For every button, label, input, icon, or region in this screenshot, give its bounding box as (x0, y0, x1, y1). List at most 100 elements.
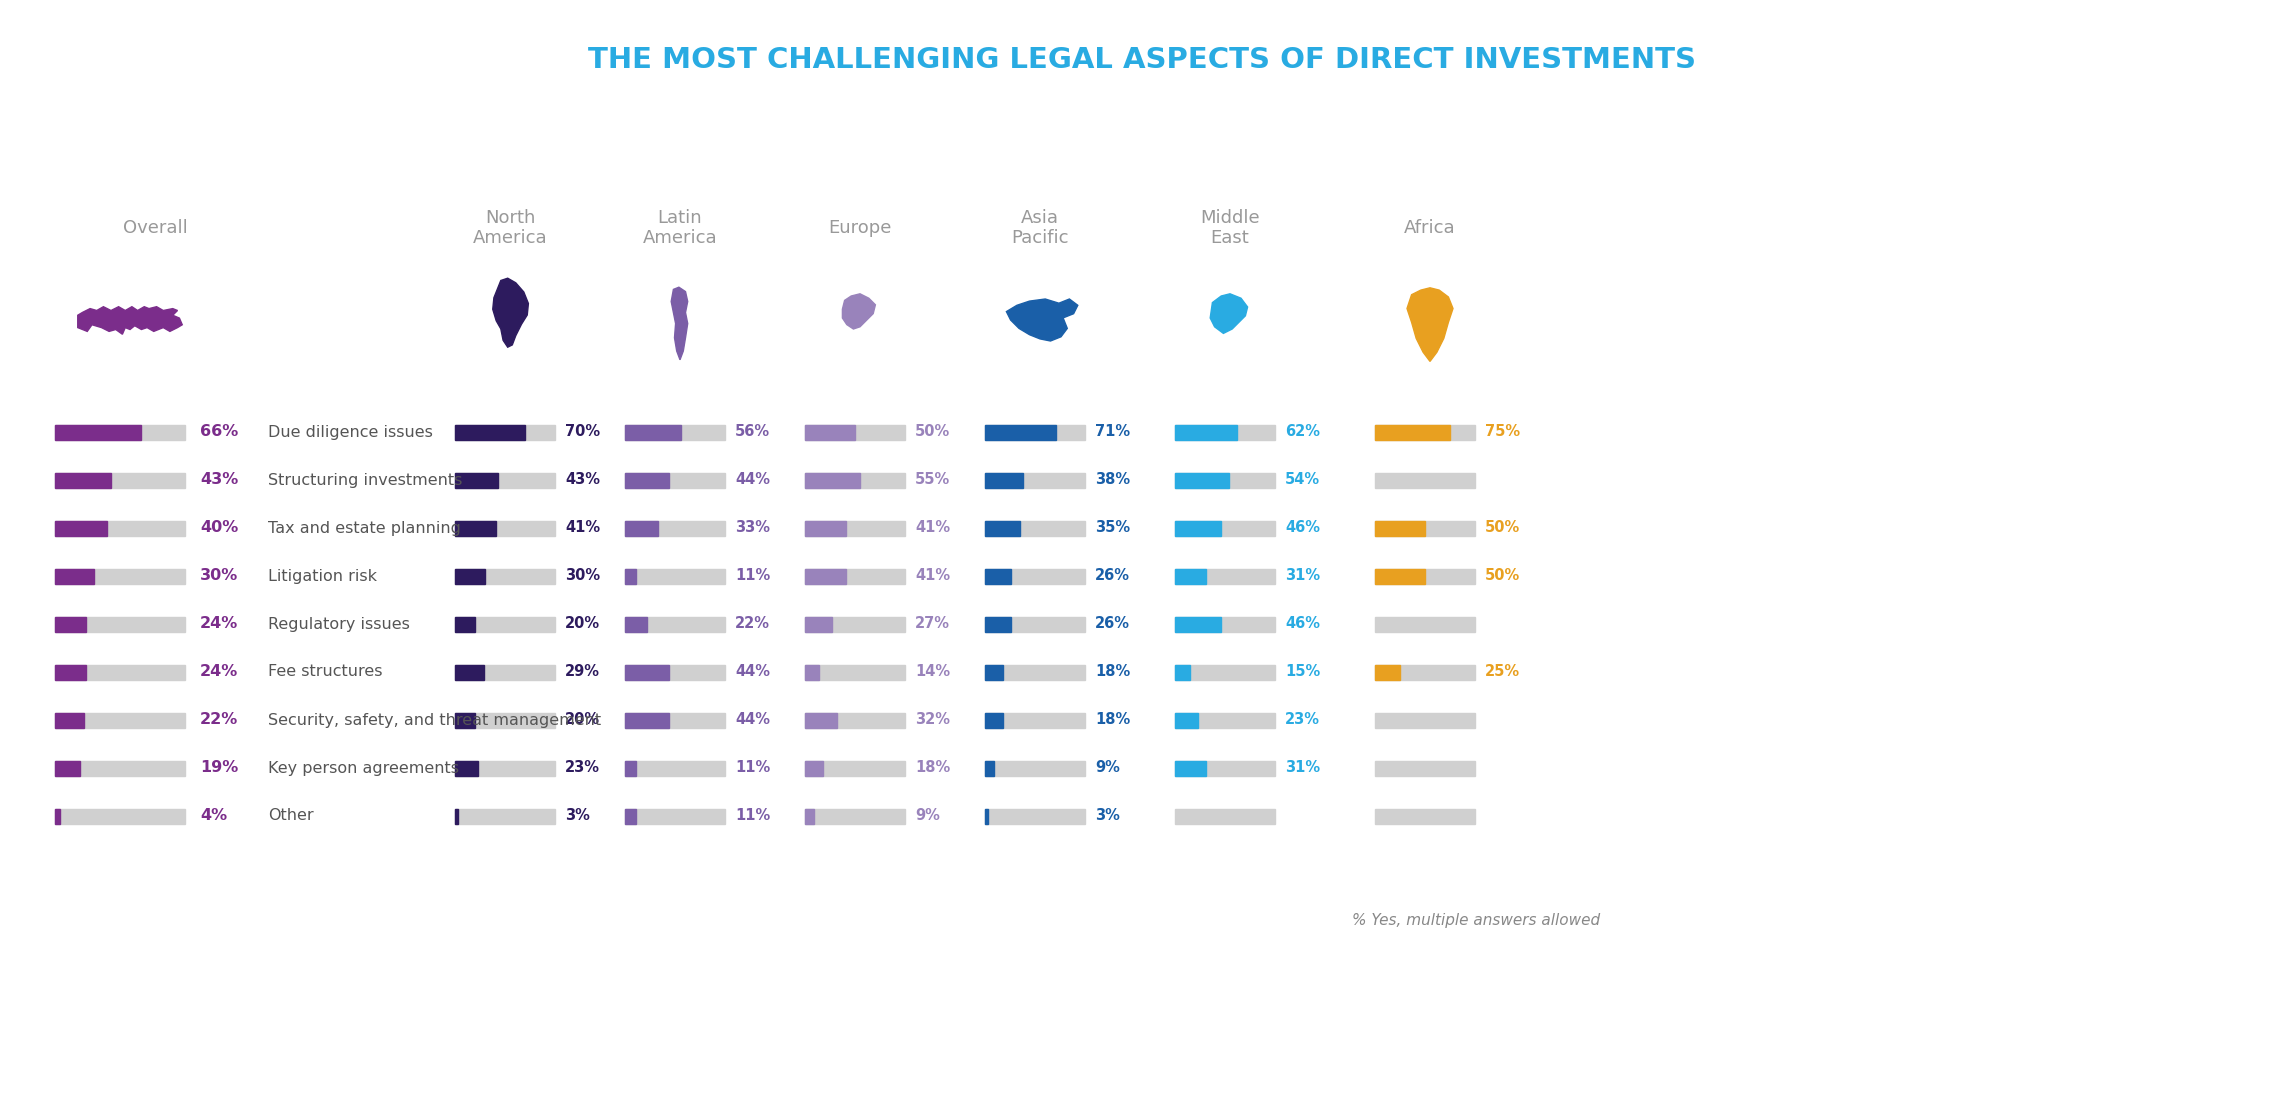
Polygon shape (493, 278, 528, 347)
Polygon shape (843, 294, 875, 329)
Bar (626, 425, 724, 439)
Text: 44%: 44% (735, 663, 770, 679)
Text: 18%: 18% (1094, 663, 1131, 679)
Bar (804, 617, 904, 631)
Text: 66%: 66% (201, 425, 238, 439)
Bar (55, 712, 85, 728)
Text: 62%: 62% (1286, 424, 1320, 438)
Text: Structuring investments: Structuring investments (267, 472, 461, 488)
Text: Other: Other (267, 808, 313, 824)
Text: 23%: 23% (1286, 712, 1320, 726)
Bar (55, 808, 59, 824)
Bar (1375, 761, 1475, 775)
Polygon shape (1007, 299, 1078, 340)
Text: Litigation risk: Litigation risk (267, 569, 377, 583)
Text: Fee structures: Fee structures (267, 664, 381, 680)
Text: 41%: 41% (564, 519, 601, 535)
Bar (984, 569, 1085, 583)
Bar (984, 808, 989, 824)
Text: Security, safety, and threat management: Security, safety, and threat management (267, 712, 601, 728)
Bar (984, 472, 1085, 488)
Bar (626, 569, 635, 583)
Bar (984, 712, 1003, 728)
Text: Tax and estate planning: Tax and estate planning (267, 520, 461, 536)
Bar (804, 569, 845, 583)
Text: 54%: 54% (1286, 471, 1320, 487)
Bar (455, 712, 475, 728)
Bar (804, 472, 861, 488)
Bar (1174, 425, 1238, 439)
Bar (804, 520, 845, 536)
Text: 50%: 50% (1485, 519, 1521, 535)
Bar (626, 664, 669, 680)
Bar (804, 472, 904, 488)
Bar (984, 425, 1055, 439)
Text: 50%: 50% (1485, 568, 1521, 582)
Text: 30%: 30% (564, 568, 601, 582)
Text: 30%: 30% (201, 569, 238, 583)
Bar (455, 808, 459, 824)
Bar (1174, 520, 1222, 536)
Text: 41%: 41% (916, 519, 950, 535)
Polygon shape (671, 287, 687, 359)
Bar (455, 617, 475, 631)
Bar (55, 569, 94, 583)
Bar (1174, 761, 1274, 775)
Text: 15%: 15% (1286, 663, 1320, 679)
Text: 55%: 55% (916, 471, 950, 487)
Text: 26%: 26% (1094, 615, 1131, 631)
Text: 32%: 32% (916, 712, 950, 726)
Text: 70%: 70% (564, 424, 601, 438)
Text: Africa: Africa (1405, 218, 1455, 237)
Text: 31%: 31% (1286, 568, 1320, 582)
Bar (55, 520, 185, 536)
Bar (984, 617, 1012, 631)
Text: 43%: 43% (564, 471, 601, 487)
Bar (626, 472, 724, 488)
Bar (626, 712, 669, 728)
Text: 11%: 11% (735, 760, 770, 774)
Bar (984, 472, 1023, 488)
Bar (1375, 712, 1475, 728)
Bar (55, 712, 185, 728)
Bar (626, 712, 724, 728)
Bar (626, 761, 635, 775)
Text: 40%: 40% (201, 520, 238, 536)
Bar (55, 808, 185, 824)
Bar (55, 425, 185, 439)
Bar (1375, 569, 1425, 583)
Bar (55, 425, 142, 439)
Bar (1174, 712, 1274, 728)
Text: Latin
America: Latin America (642, 208, 717, 247)
Text: North
America: North America (473, 208, 548, 247)
Bar (455, 617, 555, 631)
Text: 38%: 38% (1094, 471, 1131, 487)
Bar (804, 808, 904, 824)
Bar (804, 712, 904, 728)
Text: 14%: 14% (916, 663, 950, 679)
Bar (804, 520, 904, 536)
Bar (455, 520, 496, 536)
Text: 22%: 22% (735, 615, 770, 631)
Text: 44%: 44% (735, 712, 770, 726)
Text: 41%: 41% (916, 568, 950, 582)
Bar (804, 617, 831, 631)
Bar (55, 472, 185, 488)
Text: 43%: 43% (201, 472, 238, 488)
Bar (626, 664, 724, 680)
Bar (626, 617, 724, 631)
Bar (455, 761, 555, 775)
Bar (1375, 520, 1425, 536)
Bar (1375, 664, 1400, 680)
Bar (55, 569, 185, 583)
Bar (804, 664, 904, 680)
Bar (626, 425, 681, 439)
Bar (455, 664, 484, 680)
Text: Key person agreements: Key person agreements (267, 761, 459, 775)
Text: 22%: 22% (201, 712, 238, 728)
Bar (455, 520, 555, 536)
Bar (984, 808, 1085, 824)
Text: Europe: Europe (829, 218, 891, 237)
Bar (455, 712, 555, 728)
Bar (455, 425, 525, 439)
